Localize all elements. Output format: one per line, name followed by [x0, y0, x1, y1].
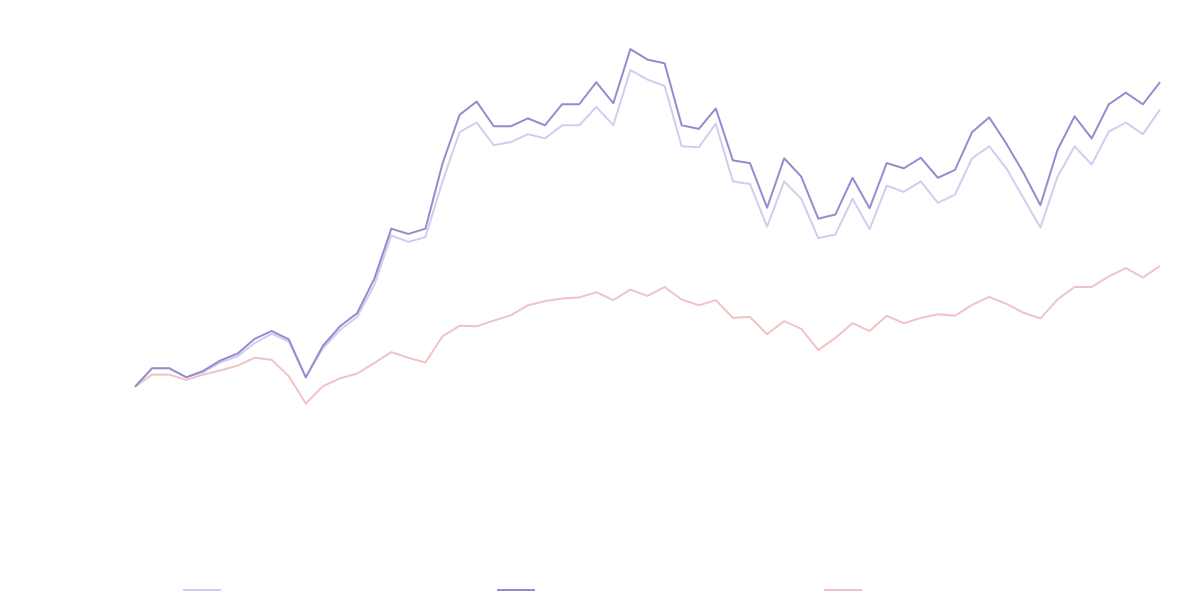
- series-line-3: [134, 265, 1161, 405]
- plot-area: [134, 48, 1161, 405]
- series-line-2: [134, 48, 1161, 388]
